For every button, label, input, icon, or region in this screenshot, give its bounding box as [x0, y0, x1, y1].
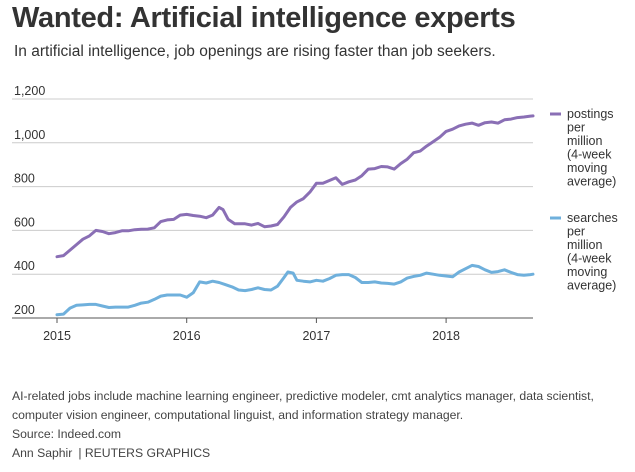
- series-line-searches: [55, 263, 535, 317]
- credit-line: Ann Saphir | REUTERS GRAPHICS: [12, 444, 627, 463]
- chart-subtitle: In artificial intelligence, job openings…: [14, 43, 496, 60]
- legend-label-searches: million: [567, 238, 602, 252]
- y-tick-label: 400: [14, 259, 35, 273]
- footer: AI-related jobs include machine learning…: [12, 387, 627, 463]
- author-name: Ann Saphir: [12, 446, 73, 460]
- series-line-postings: [55, 114, 535, 259]
- legend-label-postings: (4-week: [567, 148, 612, 162]
- y-tick-label: 1,200: [14, 84, 45, 98]
- y-tick-label: 1,000: [14, 128, 45, 142]
- legend-label-searches: (4-week: [567, 252, 612, 266]
- x-tick-label: 2018: [432, 329, 460, 343]
- legend-label-postings: million: [567, 134, 602, 148]
- legend-label-searches: searches: [567, 211, 618, 225]
- legend-label-searches: average): [567, 279, 616, 293]
- source-text: Source: Indeed.com: [12, 427, 122, 441]
- line-chart: 200 400 600 800 1,000 1,200 2015 2016 2017 2018 po…: [12, 84, 618, 343]
- legend-label-searches: moving: [567, 265, 607, 279]
- chart-title: Wanted: Artificial intelligence experts: [12, 2, 516, 34]
- legend-label-postings: per: [567, 121, 585, 135]
- x-tick-label: 2017: [302, 329, 330, 343]
- x-tick-label: 2016: [173, 329, 201, 343]
- footnote-line-1: AI-related jobs include machine learning…: [12, 389, 594, 403]
- y-tick-label: 800: [14, 172, 35, 186]
- legend-label-postings: moving: [567, 161, 607, 175]
- legend-label-postings: postings: [567, 107, 614, 121]
- legend-label-searches: per: [567, 225, 585, 239]
- y-tick-label: 200: [14, 303, 35, 317]
- legend-label-postings: average): [567, 175, 616, 189]
- footnote-line-2: computer vision engineer, computational …: [12, 408, 464, 422]
- y-tick-label: 600: [14, 215, 35, 229]
- publisher-credit: | REUTERS GRAPHICS: [78, 446, 211, 460]
- x-tick-label: 2015: [43, 329, 71, 343]
